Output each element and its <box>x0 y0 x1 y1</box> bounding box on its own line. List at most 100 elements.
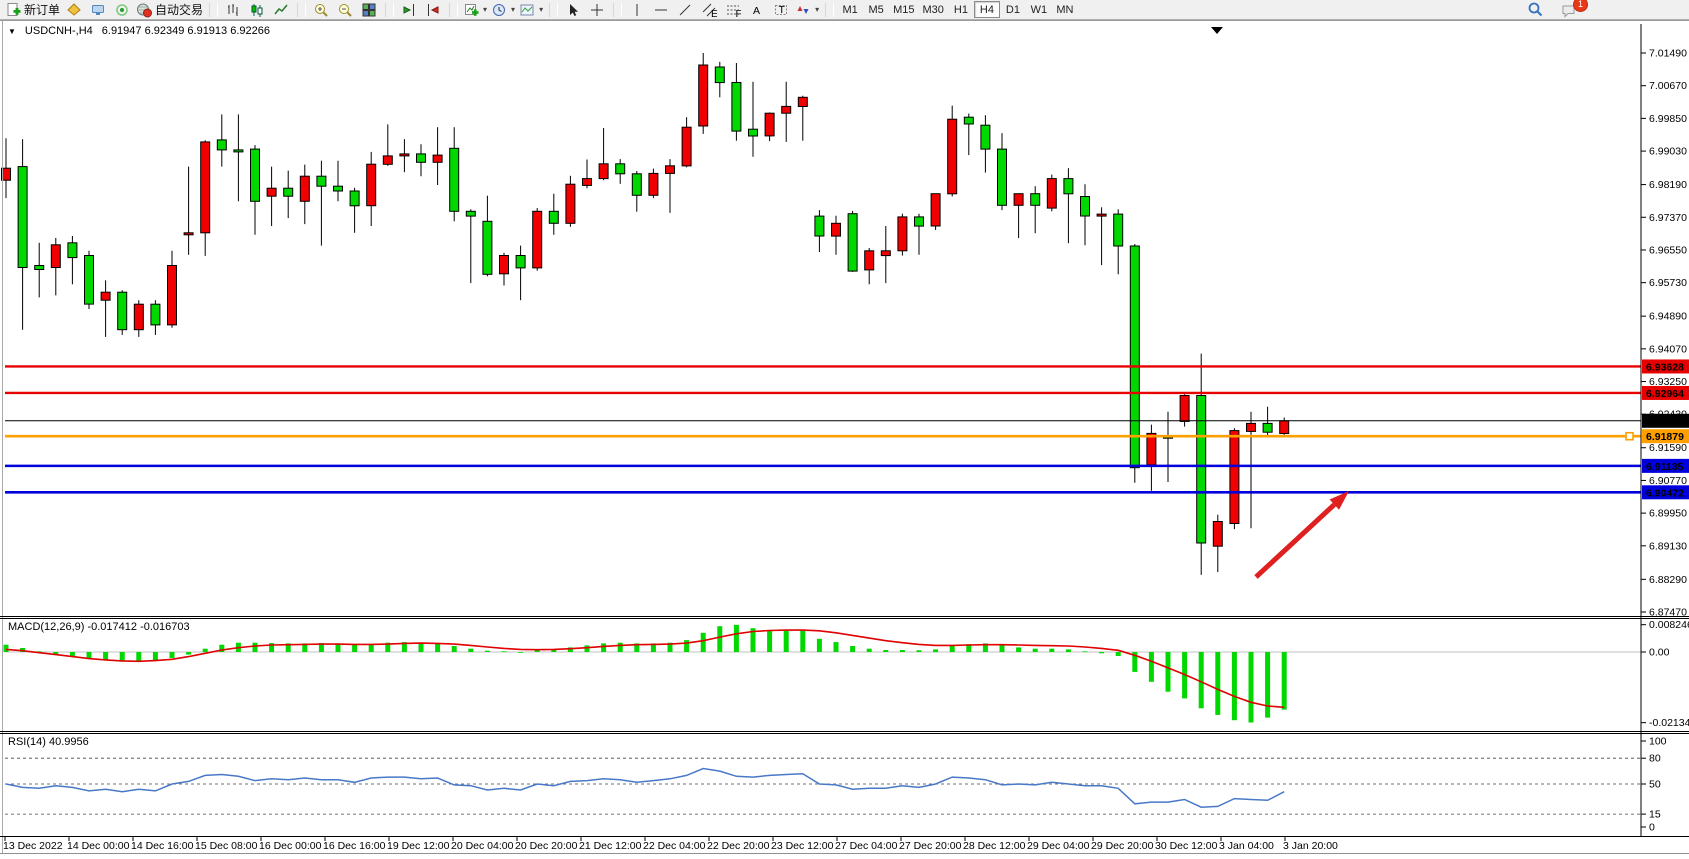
svg-text:22 Dec 04:00: 22 Dec 04:00 <box>643 840 706 852</box>
crosshair-icon <box>591 3 604 16</box>
notifications-button[interactable]: 1 <box>1557 0 1588 19</box>
trendline-button[interactable] <box>673 1 697 19</box>
price-label-6.93628 <box>1642 359 1689 374</box>
bar-chart-button[interactable] <box>221 1 245 19</box>
svg-text:6.91135: 6.91135 <box>1646 461 1684 473</box>
chart-canvas[interactable]: 7.01490 7.00670 6.99850 6.99030 6.98190 6.973… <box>0 20 1689 859</box>
level-lines[interactable] <box>5 365 1641 494</box>
svg-text:F: F <box>736 8 742 18</box>
svg-text:80: 80 <box>1649 753 1661 765</box>
svg-text:27 Dec 04:00: 27 Dec 04:00 <box>835 840 898 852</box>
chart-menu-icon[interactable]: ▼ <box>8 26 16 36</box>
timeframe-h1[interactable]: H1 <box>948 1 974 18</box>
horizontal-line-button[interactable] <box>649 1 673 19</box>
chart-shift-icon <box>403 3 415 16</box>
arrows-button[interactable]: ▾ <box>793 1 821 19</box>
horizontal-line-icon <box>655 9 668 10</box>
new-chart-button[interactable]: ▾ <box>461 1 489 19</box>
profiles-button[interactable]: ▾ <box>489 1 517 19</box>
toolbar-separator <box>825 2 835 17</box>
svg-text:50: 50 <box>1649 779 1661 791</box>
tile-windows-button[interactable] <box>357 1 381 19</box>
dropdown-caret[interactable]: ▾ <box>815 5 820 14</box>
svg-text:22 Dec 20:00: 22 Dec 20:00 <box>707 840 770 852</box>
cursor-button[interactable] <box>561 1 585 19</box>
timeframe-w1[interactable]: W1 <box>1026 1 1052 18</box>
search-button[interactable] <box>1523 1 1547 19</box>
clock-icon <box>493 3 506 16</box>
arrows-icon <box>797 5 809 14</box>
signals-button[interactable] <box>110 1 134 19</box>
svg-text:3 Jan 04:00: 3 Jan 04:00 <box>1219 840 1274 852</box>
timeframe-m15[interactable]: M15 <box>889 1 918 18</box>
svg-text:6.87470: 6.87470 <box>1649 607 1687 619</box>
timeframe-m30[interactable]: M30 <box>919 1 948 18</box>
svg-text:100: 100 <box>1649 736 1667 748</box>
svg-text:13 Dec 2022: 13 Dec 2022 <box>3 840 63 852</box>
svg-text:16 Dec 00:00: 16 Dec 00:00 <box>259 840 322 852</box>
svg-text:6.90770: 6.90770 <box>1649 475 1687 487</box>
svg-text:6.94070: 6.94070 <box>1649 343 1687 355</box>
timeframe-mn[interactable]: MN <box>1052 1 1078 18</box>
indicators-button[interactable]: ▾ <box>517 1 545 19</box>
text-icon: A <box>753 5 760 17</box>
autotrading-label: 自动交易 <box>155 3 204 17</box>
zoom-in-button[interactable] <box>309 1 333 19</box>
svg-text:15 Dec 08:00: 15 Dec 08:00 <box>195 840 258 852</box>
timeframe-h4[interactable]: H4 <box>973 1 1000 18</box>
svg-text:29 Dec 20:00: 29 Dec 20:00 <box>1091 840 1154 852</box>
crosshair-button[interactable] <box>585 1 609 19</box>
svg-text:21 Dec 12:00: 21 Dec 12:00 <box>579 840 642 852</box>
signals-icon <box>116 3 128 16</box>
autotrading-button[interactable]: 自动交易 <box>134 1 205 19</box>
chart-window[interactable] <box>0 20 1689 859</box>
macd-signal-line <box>5 629 1285 709</box>
svg-text:0.00: 0.00 <box>1649 647 1670 659</box>
svg-text:6.97370: 6.97370 <box>1649 212 1687 224</box>
svg-text:6.96550: 6.96550 <box>1649 244 1687 256</box>
dropdown-caret[interactable]: ▾ <box>483 5 488 14</box>
text-label-button[interactable]: T <box>769 1 793 19</box>
chart-shift-button[interactable] <box>397 1 421 19</box>
svg-text:7.00670: 7.00670 <box>1649 80 1687 92</box>
main-toolbar: 新订单 自动交易 ▾ ▾ <box>0 0 1689 20</box>
trend-arrow[interactable] <box>1254 491 1349 579</box>
rsi-line <box>5 767 1285 808</box>
timeframe-m1[interactable]: M1 <box>837 1 863 18</box>
line-drag-handle[interactable] <box>1625 431 1634 441</box>
svg-text:6.92266: 6.92266 <box>1646 416 1684 428</box>
chart-title: ▼ USDCNH-,H4 6.91947 6.92349 6.91913 6.9… <box>8 25 270 37</box>
timeframe-m5[interactable]: M5 <box>863 1 889 18</box>
svg-text:6.98190: 6.98190 <box>1649 179 1687 191</box>
search-icon <box>1528 2 1542 17</box>
cursor-icon <box>570 3 579 16</box>
line-chart-button[interactable] <box>269 1 293 19</box>
dropdown-caret[interactable]: ▾ <box>511 5 516 14</box>
zoom-out-button[interactable] <box>333 1 357 19</box>
toolbar-separator <box>297 2 307 17</box>
svg-text:20 Dec 20:00: 20 Dec 20:00 <box>515 840 578 852</box>
price-label-6.91879 <box>1642 429 1689 444</box>
new-chart-icon <box>465 3 479 16</box>
equidistant-channel-button[interactable]: E <box>697 1 721 19</box>
svg-text:6.91590: 6.91590 <box>1649 442 1687 454</box>
svg-text:6.94890: 6.94890 <box>1649 311 1687 323</box>
svg-text:14 Dec 16:00: 14 Dec 16:00 <box>131 840 194 852</box>
metaeditor-button[interactable] <box>62 1 86 19</box>
new-order-button[interactable]: 新订单 <box>3 1 62 19</box>
zoom-in-icon <box>315 3 328 17</box>
svg-text:14 Dec 00:00: 14 Dec 00:00 <box>67 840 130 852</box>
auto-scroll-button[interactable] <box>421 1 445 19</box>
chart-shift-marker[interactable] <box>1211 27 1223 34</box>
toolbar-separator <box>209 2 219 17</box>
dropdown-caret[interactable]: ▾ <box>539 5 544 14</box>
timeframe-d1[interactable]: D1 <box>1000 1 1026 18</box>
text-button[interactable]: A <box>745 1 769 19</box>
notification-badge: 1 <box>1573 0 1588 12</box>
price-line-labels: 6.93628 6.92964 6.92266 6.91879 6.91135 6.904… <box>1642 359 1689 500</box>
vertical-line-button[interactable] <box>625 1 649 19</box>
virtual-hosting-button[interactable] <box>86 1 110 19</box>
svg-text:0.008246: 0.008246 <box>1649 619 1689 631</box>
candlestick-chart-button[interactable] <box>245 1 269 19</box>
fibonacci-button[interactable]: F <box>721 1 745 19</box>
